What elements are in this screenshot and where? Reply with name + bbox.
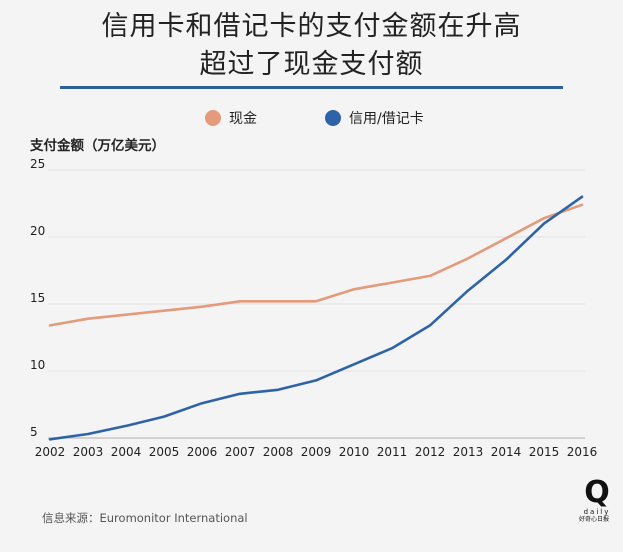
logo-word: daily [583,508,611,516]
x-tick-label: 2011 [377,445,408,459]
x-axis-ticks: 2002 2003 2004 2005 2006 2007 2008 2009 2010 2011… [35,445,598,459]
x-tick-label: 2014 [491,445,522,459]
series-line-cash [48,203,584,327]
chart-title-line-1: 信用卡和借记卡的支付金额在升高 [101,11,522,42]
x-tick-label: 2002 [35,445,66,459]
legend-swatch-card [325,110,341,126]
y-tick-label: 15 [30,291,45,305]
legend-item-cash: 现金 [205,108,257,128]
legend-label-cash: 现金 [229,111,257,127]
legend-swatch-cash [205,110,221,126]
x-tick-label: 2007 [225,445,256,459]
x-tick-label: 2004 [111,445,142,459]
legend: 现金 信用/借记卡 [0,108,623,132]
x-tick-label: 2013 [453,445,484,459]
logo-subtitle: 好奇心日报 [578,516,609,523]
x-tick-label: 2012 [415,445,446,459]
series-line-card [48,195,584,441]
y-tick-label: 10 [30,358,45,372]
y-tick-label: 25 [30,157,45,171]
x-tick-label: 2003 [73,445,104,459]
title-divider [60,86,563,89]
legend-item-card: 信用/借记卡 [325,108,424,128]
source-note: 信息来源：Euromonitor International [42,511,248,525]
x-tick-label: 2005 [149,445,180,459]
y-tick-label: 5 [30,425,38,439]
series-lines [48,195,584,441]
y-axis-label: 支付金额（万亿美元） [30,138,165,154]
grid-lines [48,169,585,439]
y-axis-ticks: 5 10 15 20 25 [30,157,45,439]
x-tick-label: 2008 [263,445,294,459]
y-tick-label: 20 [30,224,45,238]
legend-label-card: 信用/借记卡 [349,111,424,127]
chart-title-line-2: 超过了现金支付额 [199,49,424,80]
x-tick-label: 2010 [339,445,370,459]
x-tick-label: 2015 [529,445,560,459]
x-tick-label: 2009 [301,445,332,459]
x-tick-label: 2016 [567,445,598,459]
qdaily-logo: Q daily 好奇心日报 [579,475,612,524]
logo-letter: Q [584,475,610,510]
chart-title: 信用卡和借记卡的支付金额在升高 超过了现金支付额 [0,8,623,84]
x-tick-label: 2006 [187,445,218,459]
